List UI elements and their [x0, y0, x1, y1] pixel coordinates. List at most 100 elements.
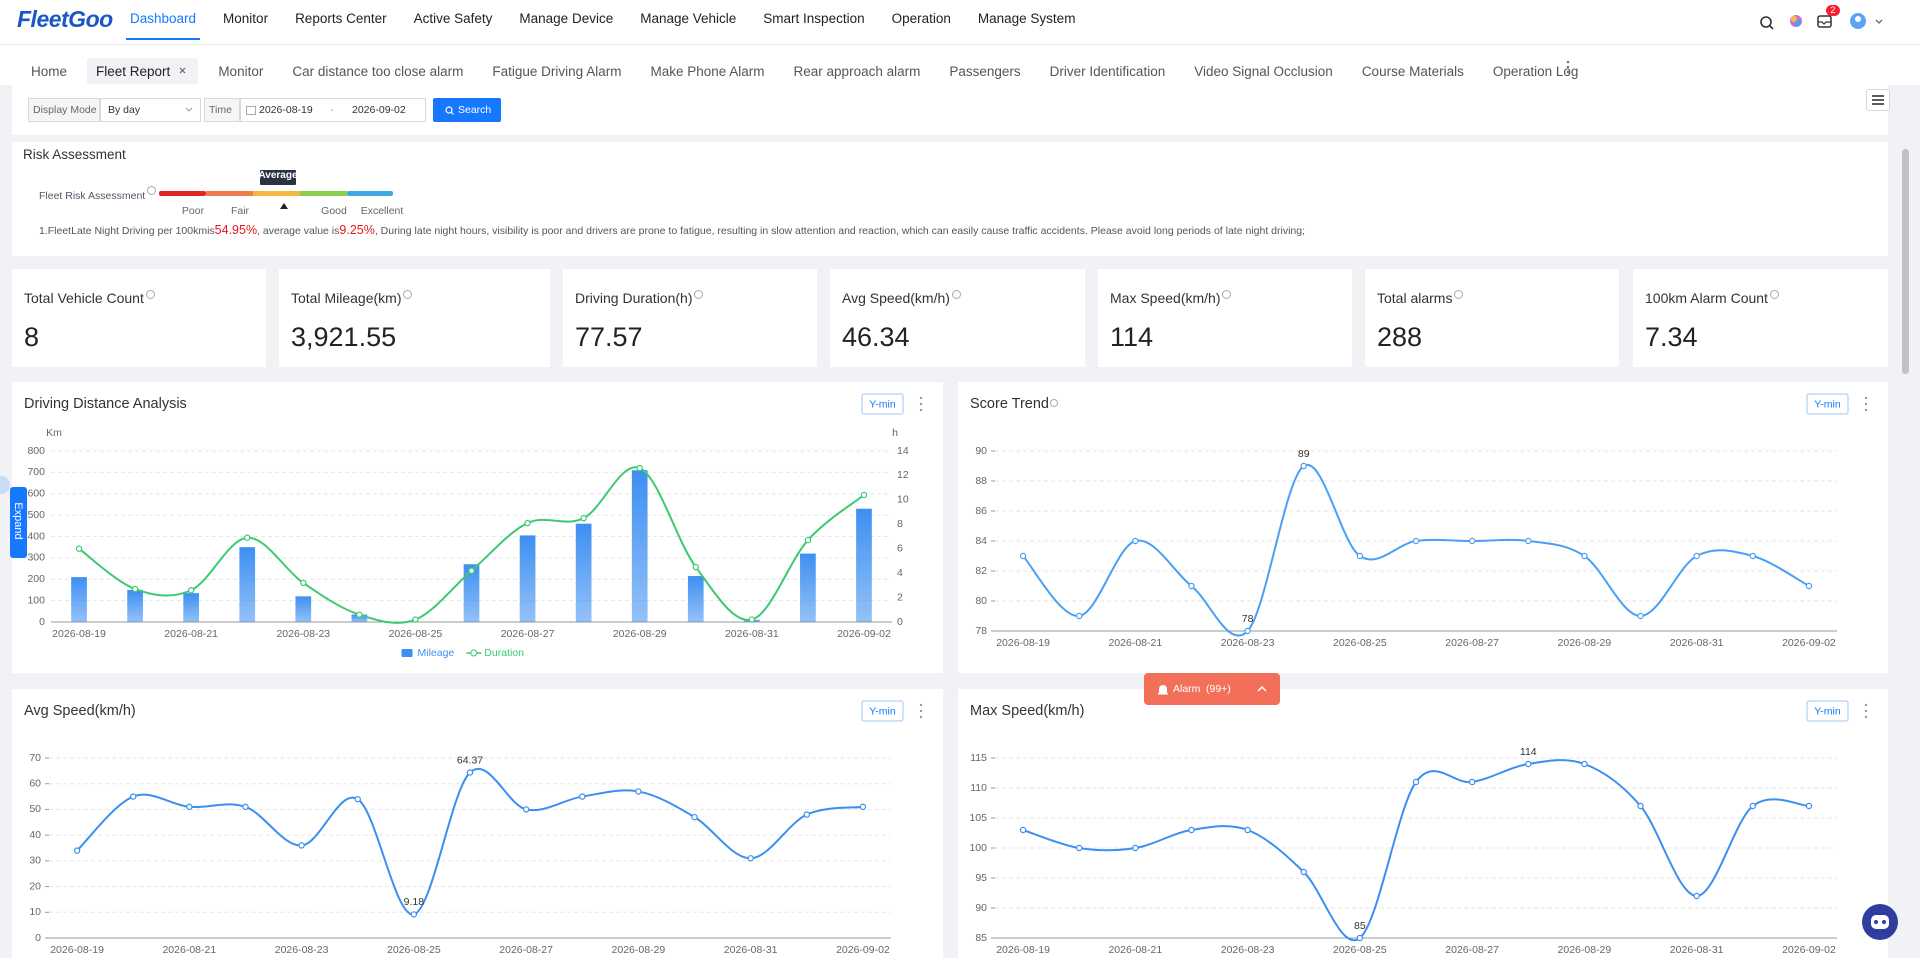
stat-label: Max Speed(km/h): [1110, 290, 1231, 306]
line-point: [522, 806, 530, 813]
tab[interactable]: Car distance too close alarm: [283, 58, 472, 88]
chart-title: Driving Distance Analysis: [24, 396, 187, 412]
nav-item[interactable]: Manage Vehicle: [640, 11, 737, 26]
stat-value: 46.34: [842, 322, 910, 352]
chart-menu-dot[interactable]: [1864, 703, 1868, 707]
user-chevron[interactable]: [1875, 19, 1883, 24]
line-point: [1525, 760, 1532, 768]
tab[interactable]: Passengers: [940, 58, 1029, 88]
x-tick-label: 2026-08-21: [162, 944, 216, 956]
nav-item[interactable]: Dashboard: [125, 11, 201, 40]
tab-label: Video Signal Occlusion: [1194, 64, 1333, 79]
stat-value: 77.57: [575, 322, 643, 352]
tab-bar: Home Fleet Report Monitor Car distance too …: [0, 44, 1920, 88]
y2-tick-label: 10: [897, 494, 909, 506]
line-point: [1637, 802, 1644, 810]
y-tick-label: 86: [975, 505, 987, 517]
x-tick-label: 2026-08-25: [387, 944, 441, 956]
scrollbar-thumb[interactable]: [1902, 149, 1909, 374]
line-point: [691, 813, 698, 821]
y-tick-label: 80: [975, 595, 987, 607]
x-tick-label: 2026-08-19: [996, 637, 1050, 649]
tab[interactable]: Video Signal Occlusion: [1185, 58, 1342, 88]
y-min-button[interactable]: [1806, 700, 1849, 722]
display-mode-select[interactable]: By day: [99, 98, 201, 122]
search-label: Search: [458, 104, 492, 116]
y-min-label: Y-min: [1814, 398, 1841, 410]
chart-menu-dot[interactable]: [1864, 709, 1868, 713]
x-tick-label: 2026-09-02: [836, 944, 890, 956]
line-point: [1132, 844, 1139, 852]
y-tick-label: 88: [975, 475, 987, 487]
legend-label[interactable]: Mileage: [418, 647, 455, 659]
top-nav: FleetGoo Dashboard Monitor Reports Center A…: [0, 0, 1920, 44]
search-icon[interactable]: [1760, 16, 1774, 30]
line-point: [1693, 892, 1700, 900]
tab[interactable]: Operation Log: [1484, 58, 1588, 88]
tab-close[interactable]: [175, 66, 189, 76]
y-tick-label: 84: [975, 535, 987, 547]
tab[interactable]: Fatigue Driving Alarm: [483, 58, 630, 88]
line-point: [354, 795, 361, 803]
bar: [856, 508, 872, 622]
nav-item[interactable]: Monitor: [223, 11, 269, 26]
chart-menu-dot[interactable]: [1864, 396, 1868, 400]
chart-menu-dot[interactable]: [919, 709, 923, 713]
chart-menu-dot[interactable]: [919, 715, 923, 719]
tab[interactable]: Home: [22, 58, 76, 88]
risk-gauge: Average Poor Fair Good Excellent: [159, 170, 403, 217]
chart-menu-dot[interactable]: [919, 396, 923, 400]
nav-item[interactable]: Active Safety: [413, 11, 493, 26]
y-min-button[interactable]: [1806, 393, 1849, 415]
tab[interactable]: Monitor: [209, 58, 272, 88]
stat-value: 7.34: [1645, 322, 1698, 352]
line-point: [1019, 826, 1027, 834]
chart-menu-dot[interactable]: [1864, 402, 1868, 406]
alarm-button[interactable]: Alarm (99+): [1144, 673, 1280, 705]
nav-item[interactable]: Reports Center: [295, 11, 387, 26]
tab-label: Home: [31, 64, 68, 79]
y-min-button[interactable]: [861, 393, 904, 415]
bar: [183, 593, 200, 622]
chart-menu-dot[interactable]: [1864, 715, 1868, 719]
tab[interactable]: Course Materials: [1353, 58, 1473, 88]
inbox-icon[interactable]: [1817, 15, 1832, 28]
nav-item[interactable]: Operation: [891, 11, 951, 26]
x-tick-label: 2026-08-25: [389, 628, 443, 640]
chart-menu-dot[interactable]: [1864, 408, 1868, 412]
search-button[interactable]: Search: [433, 98, 501, 122]
y-tick-label: 200: [27, 573, 45, 585]
tab[interactable]: Fleet Report: [87, 58, 199, 88]
gauge-tooltip-text: Average: [258, 170, 298, 181]
tab[interactable]: Make Phone Alarm: [641, 58, 773, 88]
line-point: [244, 534, 251, 541]
tab[interactable]: Rear approach alarm: [785, 58, 930, 88]
y-tick-label: 95: [975, 872, 987, 884]
column-menu-button[interactable]: [1866, 89, 1890, 111]
assistant-bot[interactable]: [1861, 903, 1899, 941]
extreme-label: 89: [1298, 448, 1310, 460]
y2-tick-label: 0: [897, 616, 903, 628]
stat-card: 100km Alarm Count 7.34: [1633, 269, 1888, 367]
y-min-button[interactable]: [861, 700, 904, 722]
date-range[interactable]: 2026-08-19 - 2026-09-02: [239, 98, 426, 122]
line-point: [1244, 826, 1251, 834]
alarm-label: Alarm: [1173, 683, 1201, 695]
tabs-more[interactable]: [1563, 58, 1573, 76]
chart-menu-dot[interactable]: [919, 402, 923, 406]
line-point: [859, 803, 867, 811]
x-tick-label: 2026-08-29: [613, 628, 667, 640]
nav-item[interactable]: Smart Inspection: [763, 11, 865, 26]
chart-menu-dot[interactable]: [919, 408, 923, 412]
nav-item[interactable]: Manage System: [977, 11, 1076, 26]
logo[interactable]: FleetGoo: [17, 6, 113, 32]
tab[interactable]: Driver Identification: [1041, 58, 1175, 88]
note-text: 1.FleetLate Night Driving per 100kmis: [39, 225, 215, 237]
expand-tab[interactable]: Expand: [10, 487, 27, 558]
legend-swatch: [470, 649, 478, 657]
risk-note: 1.FleetLate Night Driving per 100kmis54.…: [39, 223, 1305, 237]
chart-menu-dot[interactable]: [919, 703, 923, 707]
nav-item[interactable]: Manage Device: [519, 11, 614, 26]
legend-label[interactable]: Duration: [484, 647, 524, 659]
chart-panel: Avg Speed(km/h) Y-min 0 10 20 30 40 50 60 70 2026-…: [12, 689, 943, 958]
